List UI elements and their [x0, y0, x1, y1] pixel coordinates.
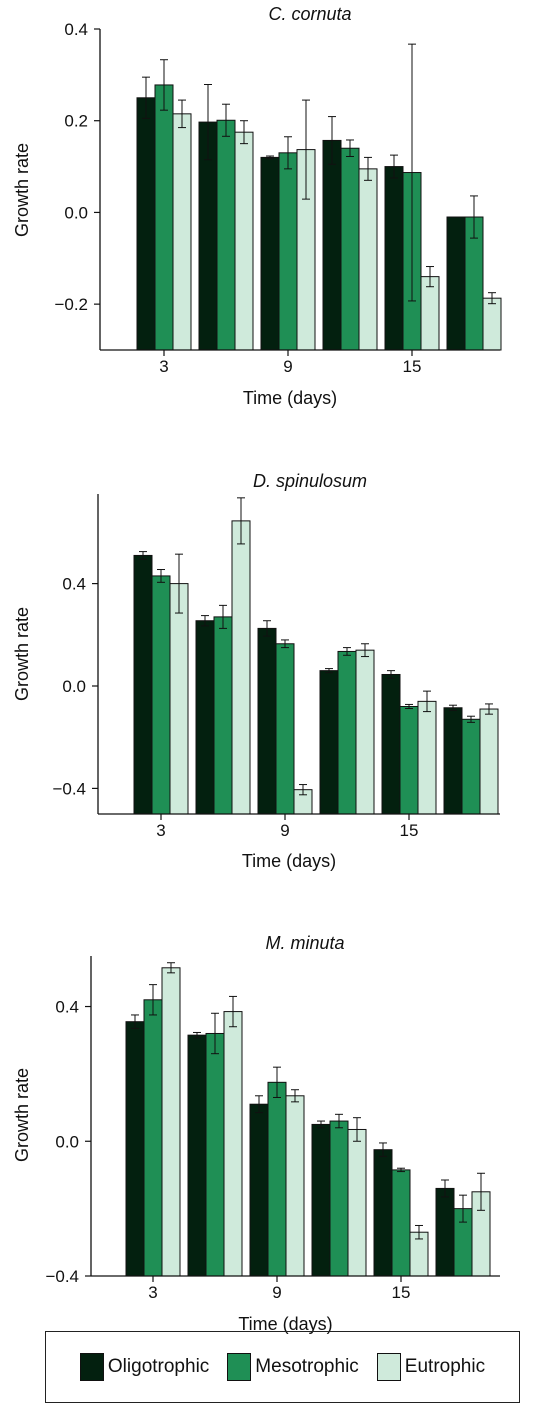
- bar-eutrophic: [482, 297, 502, 351]
- y-tick-label: −0.4: [45, 1267, 79, 1286]
- legend-item-eutrophic: Eutrophic: [376, 1353, 486, 1381]
- bar-mesotrophic: [151, 575, 171, 815]
- x-axis-label: Time (days): [243, 388, 337, 408]
- bar-oligotrophic: [373, 1149, 393, 1277]
- bar-eutrophic: [479, 708, 499, 815]
- bar-eutrophic: [234, 131, 254, 351]
- bar-mesotrophic: [216, 119, 236, 351]
- x-tick-label: 9: [272, 1283, 281, 1302]
- chart-panel-2: D. spinulosum Time (days) Growth rate 0.4 0.…: [12, 471, 500, 871]
- x-axis-label: Time (days): [238, 1314, 332, 1334]
- bar-oligotrophic: [384, 166, 404, 351]
- y-tick-label: 0.0: [62, 677, 86, 696]
- bar-oligotrophic: [381, 673, 401, 815]
- x-axis-label: Time (days): [242, 851, 336, 871]
- legend-item-mesotrophic: Mesotrophic: [227, 1353, 359, 1381]
- bar-mesotrophic: [267, 1081, 287, 1277]
- bar-oligotrophic: [249, 1103, 269, 1277]
- bar-oligotrophic: [311, 1123, 331, 1277]
- legend: Oligotrophic Mesotrophic Eutrophic: [45, 1331, 520, 1403]
- y-tick-label: −0.2: [54, 295, 88, 314]
- bar-eutrophic: [358, 168, 378, 351]
- y-tick-label: 0.2: [64, 112, 88, 131]
- chart-title: C. cornuta: [268, 4, 351, 24]
- bar-oligotrophic: [319, 670, 339, 815]
- chart-title: D. spinulosum: [253, 471, 367, 491]
- y-tick-label: 0.4: [62, 575, 86, 594]
- legend-item-oligotrophic: Oligotrophic: [79, 1353, 210, 1381]
- bar-mesotrophic: [213, 616, 233, 815]
- x-tick-label: 15: [400, 821, 419, 840]
- chart-panel-3: M. minuta Time (days) Growth rate 0.4 0.0 −0.…: [12, 933, 500, 1334]
- bar-mesotrophic: [143, 999, 163, 1277]
- bar-mesotrophic: [154, 84, 174, 351]
- y-axis-label: Growth rate: [12, 143, 32, 237]
- legend-label-oligotrophic: Oligotrophic: [107, 1356, 210, 1377]
- bar-eutrophic: [420, 276, 440, 351]
- legend-swatch-eutrophic: [376, 1353, 401, 1381]
- bar-mesotrophic: [275, 643, 295, 815]
- y-tick-label: 0.4: [64, 20, 88, 39]
- bar-mesotrophic: [391, 1169, 411, 1277]
- bar-oligotrophic: [322, 139, 342, 351]
- chart-panel-1: C. cornuta Time (days) Growth rate 0.4 0.2 0.…: [12, 4, 502, 408]
- bar-oligotrophic: [187, 1034, 207, 1277]
- y-tick-label: 0.4: [55, 998, 79, 1017]
- bar-oligotrophic: [195, 620, 215, 815]
- bar-oligotrophic: [435, 1187, 455, 1277]
- bar-eutrophic: [223, 1011, 243, 1277]
- x-tick-label: 3: [159, 357, 168, 376]
- bar-oligotrophic: [136, 97, 156, 351]
- bar-oligotrophic: [446, 216, 466, 351]
- x-tick-label: 9: [280, 821, 289, 840]
- x-tick-label: 3: [156, 821, 165, 840]
- bar-oligotrophic: [443, 707, 463, 815]
- bar-eutrophic: [172, 113, 192, 351]
- bar-mesotrophic: [399, 705, 419, 815]
- bar-oligotrophic: [260, 156, 280, 351]
- y-axis-label: Growth rate: [12, 607, 32, 701]
- bar-mesotrophic: [337, 650, 357, 815]
- y-tick-label: 0.0: [55, 1132, 79, 1151]
- bar-mesotrophic: [205, 1032, 225, 1277]
- legend-swatch-mesotrophic: [227, 1353, 252, 1381]
- bar-eutrophic: [355, 649, 375, 815]
- bar-eutrophic: [169, 583, 189, 815]
- bar-mesotrophic: [329, 1120, 349, 1277]
- legend-label-eutrophic: Eutrophic: [404, 1356, 486, 1377]
- legend-label-mesotrophic: Mesotrophic: [255, 1356, 359, 1377]
- chart-title: M. minuta: [265, 933, 344, 953]
- bar-mesotrophic: [278, 152, 298, 351]
- x-tick-label: 15: [403, 357, 422, 376]
- bar-mesotrophic: [340, 147, 360, 351]
- y-tick-label: −0.4: [52, 779, 86, 798]
- bar-oligotrophic: [257, 627, 277, 815]
- bar-eutrophic: [285, 1095, 305, 1277]
- y-axis-label: Growth rate: [12, 1068, 32, 1162]
- y-tick-label: 0.0: [64, 203, 88, 222]
- x-tick-label: 15: [392, 1283, 411, 1302]
- bar-eutrophic: [417, 700, 437, 815]
- x-tick-label: 9: [283, 357, 292, 376]
- bar-eutrophic: [161, 967, 181, 1277]
- bar-mesotrophic: [461, 718, 481, 815]
- x-tick-label: 3: [148, 1283, 157, 1302]
- legend-swatch-oligotrophic: [79, 1353, 104, 1381]
- bar-eutrophic: [231, 520, 251, 815]
- bar-oligotrophic: [125, 1021, 145, 1277]
- bar-oligotrophic: [133, 554, 153, 815]
- bar-eutrophic: [347, 1128, 367, 1277]
